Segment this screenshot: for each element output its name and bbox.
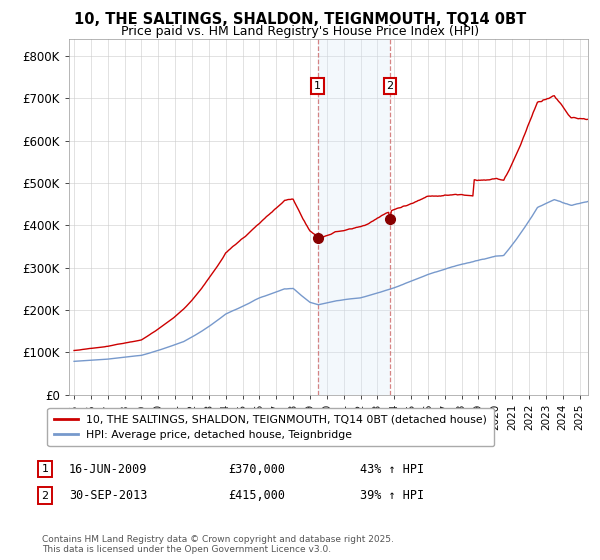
Text: Contains HM Land Registry data © Crown copyright and database right 2025.
This d: Contains HM Land Registry data © Crown c… (42, 535, 394, 554)
Text: 10, THE SALTINGS, SHALDON, TEIGNMOUTH, TQ14 0BT: 10, THE SALTINGS, SHALDON, TEIGNMOUTH, T… (74, 12, 526, 27)
Text: 30-SEP-2013: 30-SEP-2013 (69, 489, 148, 502)
Text: £370,000: £370,000 (228, 463, 285, 476)
Text: 16-JUN-2009: 16-JUN-2009 (69, 463, 148, 476)
Text: Price paid vs. HM Land Registry's House Price Index (HPI): Price paid vs. HM Land Registry's House … (121, 25, 479, 38)
Text: 43% ↑ HPI: 43% ↑ HPI (360, 463, 424, 476)
Text: 2: 2 (41, 491, 49, 501)
Text: £415,000: £415,000 (228, 489, 285, 502)
Text: 1: 1 (314, 81, 321, 91)
Text: 1: 1 (41, 464, 49, 474)
Legend: 10, THE SALTINGS, SHALDON, TEIGNMOUTH, TQ14 0BT (detached house), HPI: Average p: 10, THE SALTINGS, SHALDON, TEIGNMOUTH, T… (47, 408, 494, 446)
Bar (318, 39, 390, 395)
Text: 39% ↑ HPI: 39% ↑ HPI (360, 489, 424, 502)
Text: 2: 2 (386, 81, 394, 91)
